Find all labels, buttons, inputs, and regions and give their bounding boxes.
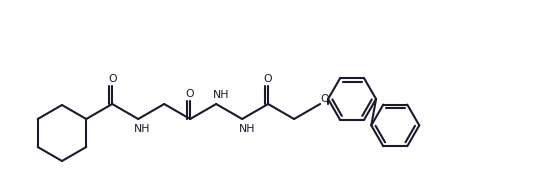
Text: O: O xyxy=(264,74,272,84)
Text: O: O xyxy=(321,94,329,104)
Text: NH: NH xyxy=(134,124,151,134)
Text: NH: NH xyxy=(213,90,230,100)
Text: O: O xyxy=(186,89,194,99)
Text: O: O xyxy=(108,74,116,84)
Text: NH: NH xyxy=(239,124,255,134)
